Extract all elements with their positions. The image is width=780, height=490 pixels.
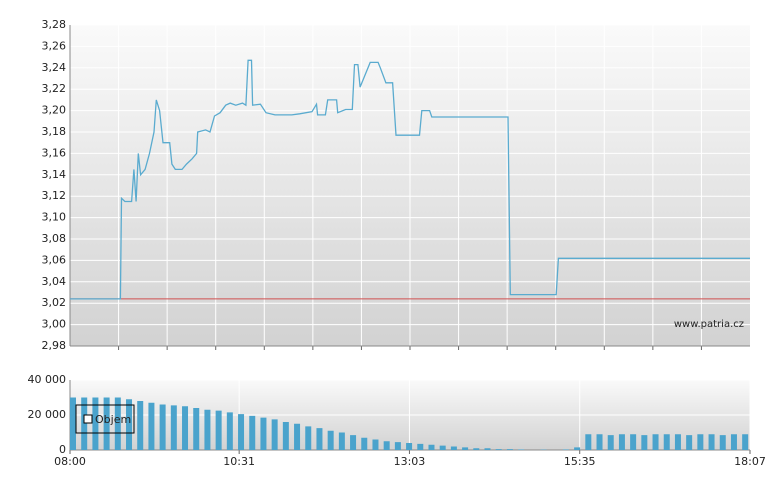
- y-tick-label: 2,98: [42, 339, 67, 352]
- y-tick-label: 3,00: [42, 318, 67, 331]
- volume-bar: [596, 434, 603, 450]
- volume-bar: [383, 441, 390, 450]
- volume-bar: [81, 397, 88, 450]
- volume-bar: [170, 405, 177, 450]
- volume-bar: [182, 406, 189, 450]
- volume-bar: [506, 449, 513, 450]
- volume-bar: [126, 399, 133, 450]
- volume-bar: [697, 434, 704, 450]
- y-tick-label: 3,02: [42, 296, 67, 309]
- volume-bar: [294, 423, 301, 450]
- volume-bar: [271, 419, 278, 450]
- x-tick-label: 13:03: [394, 455, 426, 468]
- volume-bar: [193, 408, 200, 450]
- volume-bar: [260, 417, 267, 450]
- volume-bar: [495, 449, 502, 450]
- y-tick-label: 3,12: [42, 189, 67, 202]
- volume-bar: [484, 448, 491, 450]
- volume-bar: [708, 434, 715, 450]
- volume-bar: [742, 434, 749, 450]
- x-tick-label: 10:31: [223, 455, 255, 468]
- x-tick-label: 08:00: [54, 455, 86, 468]
- y-tick-label: 3,16: [42, 146, 67, 159]
- price-line: [70, 59, 750, 300]
- y-tick-label: 3,22: [42, 82, 67, 95]
- y-tick-label: 3,26: [42, 39, 67, 52]
- volume-bar: [428, 444, 435, 450]
- y-tick-label: 3,18: [42, 125, 67, 138]
- volume-bar: [730, 434, 737, 450]
- volume-bar: [159, 404, 166, 450]
- volume-bar: [361, 437, 368, 450]
- y-tick-label: 3,08: [42, 232, 67, 245]
- watermark: www.patria.cz: [674, 319, 744, 330]
- volume-bar: [406, 443, 413, 450]
- volume-bar: [350, 435, 357, 450]
- volume-bar: [630, 434, 637, 450]
- volume-bar: [70, 397, 76, 450]
- x-tick-label: 15:35: [564, 455, 596, 468]
- volume-bar: [249, 415, 256, 450]
- volume-bar: [338, 432, 345, 450]
- volume-bar: [518, 449, 525, 450]
- volume-bar: [204, 409, 211, 450]
- volume-bar: [719, 435, 726, 450]
- y-tick-label: 3,24: [42, 61, 67, 74]
- y-tick-label: 40 000: [28, 373, 67, 386]
- y-tick-label: 20 000: [28, 408, 67, 421]
- volume-bar: [215, 410, 222, 450]
- x-tick-label: 18:07: [734, 455, 766, 468]
- volume-bar: [562, 449, 569, 450]
- volume-bar: [226, 412, 233, 450]
- volume-bar: [663, 434, 670, 450]
- y-tick-label: 3,06: [42, 253, 67, 266]
- volume-bar: [652, 434, 659, 450]
- y-tick-label: 3,20: [42, 104, 67, 117]
- legend-label: Objem: [95, 413, 131, 426]
- y-tick-label: 3,14: [42, 168, 67, 181]
- volume-bar: [574, 447, 581, 450]
- volume-bar: [137, 401, 144, 450]
- volume-bar: [585, 434, 592, 450]
- legend-box: [75, 404, 135, 434]
- volume-bar: [618, 434, 625, 450]
- volume-bar: [439, 445, 446, 450]
- volume-bar: [316, 428, 323, 450]
- volume-bar: [394, 442, 401, 450]
- volume-bar: [92, 397, 99, 450]
- volume-bar: [450, 446, 457, 450]
- volume-bar: [674, 434, 681, 450]
- y-tick-label: 3,04: [42, 275, 67, 288]
- volume-bar: [372, 439, 379, 450]
- volume-bar: [686, 435, 693, 450]
- volume-bar: [238, 414, 245, 450]
- volume-bar: [114, 397, 121, 450]
- y-tick-label: 0: [59, 443, 66, 456]
- y-tick-label: 3,10: [42, 211, 67, 224]
- volume-bar: [327, 430, 334, 450]
- volume-bar: [305, 426, 312, 450]
- volume-bar: [473, 448, 480, 450]
- volume-bar: [282, 422, 289, 450]
- y-tick-label: 3,28: [42, 18, 67, 31]
- volume-bar: [148, 402, 155, 450]
- volume-bar: [417, 443, 424, 450]
- volume-bar: [607, 435, 614, 450]
- volume-bar: [641, 435, 648, 450]
- volume-bar: [462, 447, 469, 450]
- legend-swatch: [83, 414, 93, 424]
- volume-bar: [103, 397, 110, 450]
